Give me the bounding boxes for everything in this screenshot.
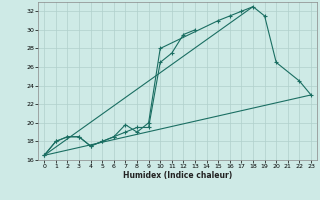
X-axis label: Humidex (Indice chaleur): Humidex (Indice chaleur): [123, 171, 232, 180]
